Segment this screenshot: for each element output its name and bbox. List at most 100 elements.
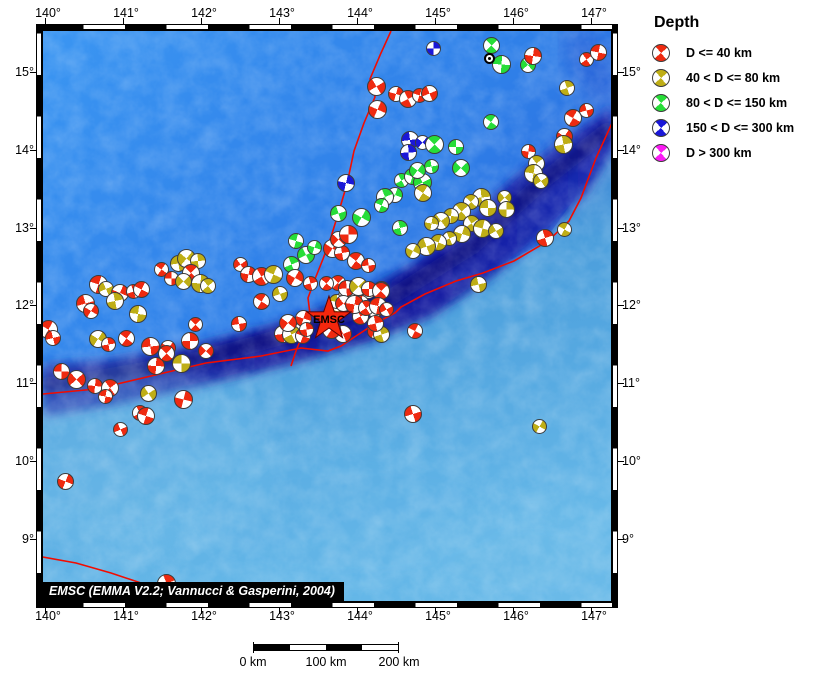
beachball-r[interactable] [100,336,116,352]
beachball-r[interactable] [147,357,165,375]
beachball-r[interactable] [407,323,423,339]
lon-label-top: 145° [425,6,451,20]
beachball-r[interactable] [367,99,387,119]
beachball-b[interactable] [337,174,355,192]
tick [618,305,624,307]
beachball-y[interactable] [423,215,439,231]
beachball-g[interactable] [306,239,322,255]
beachball-y[interactable] [469,275,487,293]
beachball-r[interactable] [231,316,247,332]
map-canvas[interactable]: EMSC EMSC (EMMA V2.2; Vannucci & Gasperi… [42,30,612,602]
beachball-r[interactable] [157,344,175,362]
legend-item-label: 150 < D <= 300 km [686,120,795,135]
beachball-r[interactable] [187,316,203,332]
beachball-r[interactable] [302,275,318,291]
beachball-y[interactable] [556,221,572,237]
beachball-y[interactable] [174,272,192,290]
tick [45,608,46,614]
scale-label: 200 km [378,655,420,669]
tick [618,383,624,385]
beachball-y[interactable] [405,243,421,259]
event-ring-marker[interactable] [484,53,495,64]
beachball-r[interactable] [286,269,304,287]
beachball-g[interactable] [288,233,304,249]
beachball-y[interactable] [272,286,288,302]
beachball-g[interactable] [491,54,511,74]
beachball-r[interactable] [378,301,394,317]
beachball-r[interactable] [564,109,582,127]
beachball-r[interactable] [252,292,270,310]
beachball-r[interactable] [338,224,358,244]
beachball-r[interactable] [137,407,155,425]
lat-label-left: 9° [22,531,34,546]
beachball-r[interactable] [578,102,594,118]
beachball-r[interactable] [52,362,70,380]
beachball-g[interactable] [483,114,499,130]
beachball-r[interactable] [181,332,199,350]
beachball-g[interactable] [424,134,444,154]
beachball-r[interactable] [66,369,86,389]
beachball-r[interactable] [45,330,61,346]
legend-item-label: 80 < D <= 150 km [686,95,788,110]
lat-label-left: 15° [15,65,34,79]
beachball-r[interactable] [420,84,438,102]
beachball-r[interactable] [117,329,135,347]
beachball-r[interactable] [589,43,607,61]
beachball-g[interactable] [373,197,389,213]
beachball-r[interactable] [404,405,422,423]
beachball-y[interactable] [497,200,515,218]
beachball-r[interactable] [83,303,99,319]
beachball-g[interactable] [329,204,347,222]
beachball-y[interactable] [533,173,549,189]
beachball-r[interactable] [536,229,554,247]
beachball-y[interactable] [200,278,216,294]
legend-beachball-icon [652,68,670,87]
beachball-r[interactable] [318,275,334,291]
beachball-r[interactable] [132,280,150,298]
beachball-b[interactable] [399,143,417,161]
beachball-g[interactable] [448,139,464,155]
beachball-r[interactable] [56,472,74,490]
beachball-r[interactable] [279,314,297,332]
beachball-g[interactable] [351,207,371,227]
beachball-r[interactable] [298,321,314,337]
beachball-r[interactable] [360,257,376,273]
tick [201,608,202,614]
beachball-r[interactable] [520,143,536,159]
beachball-y[interactable] [488,223,504,239]
lon-label-top: 141° [113,6,139,20]
beachball-y[interactable] [559,80,575,96]
beachball-y[interactable] [414,184,432,202]
beachball-y[interactable] [531,418,547,434]
beachball-y[interactable] [479,199,497,217]
beachball-y[interactable] [553,134,573,154]
beachball-r[interactable] [140,336,160,356]
beachball-g[interactable] [452,159,470,177]
beachball-r[interactable] [173,389,193,409]
legend-beachball-icon [652,143,670,162]
beachball-r[interactable] [366,76,386,96]
beachball-g[interactable] [408,161,426,179]
beachball-y[interactable] [106,292,124,310]
beachball-r[interactable] [524,47,542,65]
beachball-r[interactable] [97,388,113,404]
beachball-r[interactable] [321,319,341,339]
legend-item: D <= 40 km [652,40,794,65]
legend-beachball-icon [652,118,670,137]
beachball-g[interactable] [423,158,439,174]
beachball-y[interactable] [139,384,157,402]
beachball-y[interactable] [171,353,191,373]
lon-label-bottom: 143° [269,609,295,623]
beachball-b[interactable] [425,40,441,56]
beachball-y[interactable] [263,264,283,284]
beachball-r[interactable] [112,421,128,437]
beachball-y[interactable] [129,305,147,323]
beachball-r[interactable] [366,314,384,332]
tick [357,608,358,614]
beachball-r[interactable] [198,343,214,359]
beachball-g[interactable] [482,36,500,54]
lon-label-bottom: 147° [581,609,607,623]
lat-label-left: 10° [15,454,34,468]
beachball-g[interactable] [392,220,408,236]
